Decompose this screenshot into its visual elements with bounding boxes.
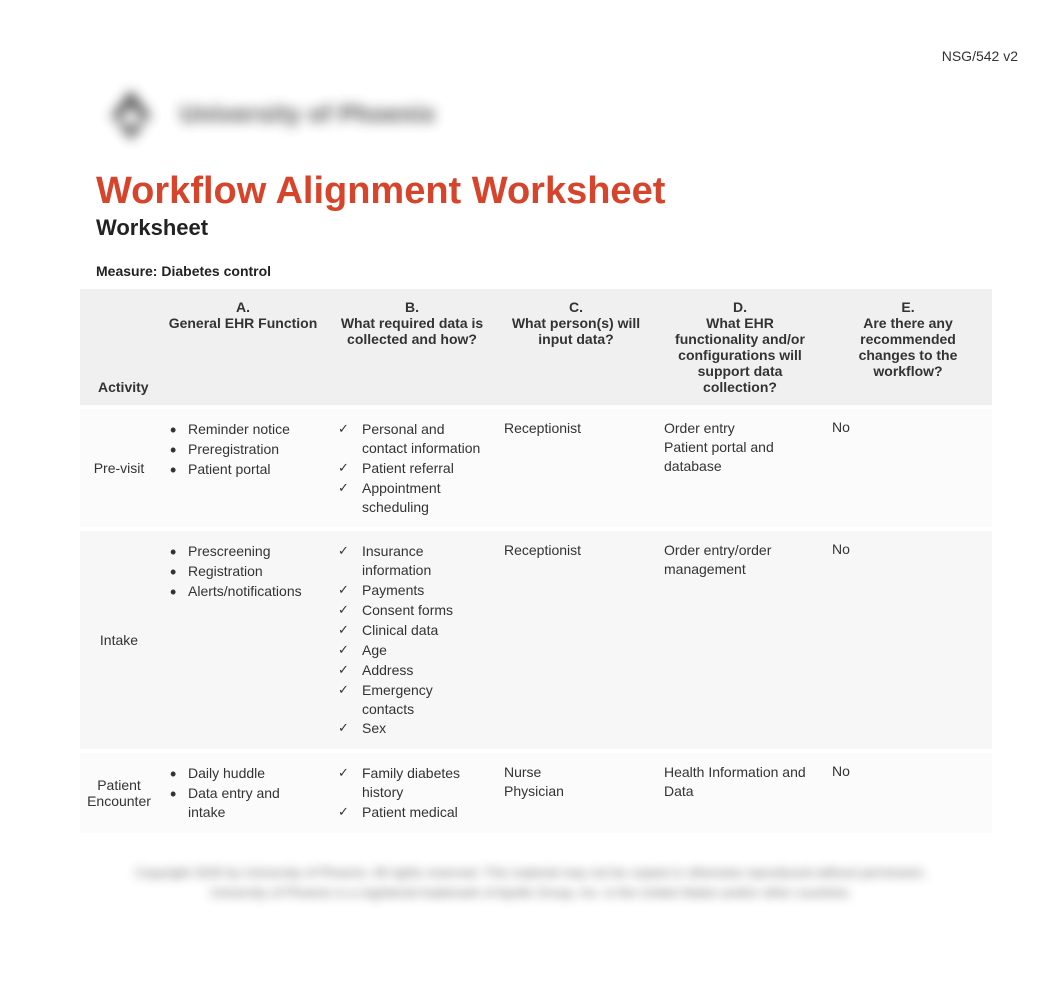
check-item: Payments xyxy=(336,581,488,600)
check-item: Family diabetes history xyxy=(336,764,488,802)
check-item: Sex xyxy=(336,719,488,738)
cell-c: Receptionist xyxy=(496,529,656,751)
check-item: Patient referral xyxy=(336,459,488,478)
cell-b: Personal and contact informationPatient … xyxy=(328,407,496,529)
col-activity-label: Activity xyxy=(98,379,149,395)
col-activity: Activity xyxy=(80,289,158,407)
table-row: IntakePrescreeningRegistrationAlerts/not… xyxy=(80,529,992,751)
bullet-item: Reminder notice xyxy=(166,420,320,439)
worksheet-table: Activity A. General EHR Function B. What… xyxy=(80,289,992,833)
measure-label: Measure: Diabetes control xyxy=(96,263,1022,279)
bullet-item: Prescreening xyxy=(166,542,320,561)
col-c: C. What person(s) will input data? xyxy=(496,289,656,407)
person-line: Receptionist xyxy=(504,419,648,438)
check-item: Appointment scheduling xyxy=(336,479,488,517)
col-e-letter: E. xyxy=(832,299,984,315)
cell-e: No xyxy=(824,751,992,833)
person-line: Nurse xyxy=(504,763,648,782)
worksheet-table-wrap: Activity A. General EHR Function B. What… xyxy=(80,289,982,833)
bullet-item: Daily huddle xyxy=(166,764,320,783)
check-item: Address xyxy=(336,661,488,680)
check-item: Insurance information xyxy=(336,542,488,580)
activity-cell: Intake xyxy=(80,529,158,751)
check-item: Consent forms xyxy=(336,601,488,620)
table-body: Pre-visitReminder noticePreregistrationP… xyxy=(80,407,992,833)
course-code: NSG/542 v2 xyxy=(942,48,1018,64)
cell-a: Daily huddleData entry and intake xyxy=(158,751,328,833)
functionality-line: Health Information and Data xyxy=(664,763,816,801)
bullet-item: Patient portal xyxy=(166,460,320,479)
col-d-letter: D. xyxy=(664,299,816,315)
bullet-item: Data entry and intake xyxy=(166,784,320,822)
col-e-label: Are there any recommended changes to the… xyxy=(832,315,984,379)
bullet-item: Preregistration xyxy=(166,440,320,459)
logo-region: University of Phoenix xyxy=(96,80,1022,150)
logo-text: University of Phoenix xyxy=(180,101,436,129)
footer-line: University of Phoenix is a registered tr… xyxy=(100,883,962,903)
page-title: Workflow Alignment Worksheet xyxy=(96,170,1022,213)
person-line: Physician xyxy=(504,782,648,801)
check-item: Patient medical xyxy=(336,803,488,822)
functionality-line: Order entry/order management xyxy=(664,541,816,579)
activity-cell: Pre-visit xyxy=(80,407,158,529)
table-row: Patient EncounterDaily huddleData entry … xyxy=(80,751,992,833)
col-c-letter: C. xyxy=(504,299,648,315)
cell-c: Receptionist xyxy=(496,407,656,529)
cell-c: NursePhysician xyxy=(496,751,656,833)
col-b-label: What required data is collected and how? xyxy=(336,315,488,347)
col-d: D. What EHR functionality and/or configu… xyxy=(656,289,824,407)
col-b: B. What required data is collected and h… xyxy=(328,289,496,407)
cell-a: PrescreeningRegistrationAlerts/notificat… xyxy=(158,529,328,751)
cell-d: Order entryPatient portal and database xyxy=(656,407,824,529)
functionality-line: Order entry xyxy=(664,419,816,438)
check-item: Emergency contacts xyxy=(336,681,488,719)
col-a: A. General EHR Function xyxy=(158,289,328,407)
col-d-label: What EHR functionality and/or configurat… xyxy=(664,315,816,395)
col-c-label: What person(s) will input data? xyxy=(504,315,648,347)
footer-copyright: Copyright 2020 by University of Phoenix.… xyxy=(100,863,962,902)
functionality-line: Patient portal and database xyxy=(664,438,816,476)
logo-mark xyxy=(96,80,166,150)
activity-cell: Patient Encounter xyxy=(80,751,158,833)
check-item: Personal and contact information xyxy=(336,420,488,458)
cell-d: Order entry/order management xyxy=(656,529,824,751)
person-line: Receptionist xyxy=(504,541,648,560)
col-b-letter: B. xyxy=(336,299,488,315)
cell-a: Reminder noticePreregistrationPatient po… xyxy=(158,407,328,529)
col-a-label: General EHR Function xyxy=(166,315,320,331)
col-a-letter: A. xyxy=(166,299,320,315)
cell-e: No xyxy=(824,529,992,751)
cell-b: Insurance informationPaymentsConsent for… xyxy=(328,529,496,751)
table-header-row: Activity A. General EHR Function B. What… xyxy=(80,289,992,407)
cell-b: Family diabetes historyPatient medical xyxy=(328,751,496,833)
bullet-item: Registration xyxy=(166,562,320,581)
table-row: Pre-visitReminder noticePreregistrationP… xyxy=(80,407,992,529)
cell-e: No xyxy=(824,407,992,529)
check-item: Clinical data xyxy=(336,621,488,640)
col-e: E. Are there any recommended changes to … xyxy=(824,289,992,407)
bullet-item: Alerts/notifications xyxy=(166,582,320,601)
footer-line: Copyright 2020 by University of Phoenix.… xyxy=(100,863,962,883)
page-subtitle: Worksheet xyxy=(96,215,1022,241)
cell-d: Health Information and Data xyxy=(656,751,824,833)
check-item: Age xyxy=(336,641,488,660)
